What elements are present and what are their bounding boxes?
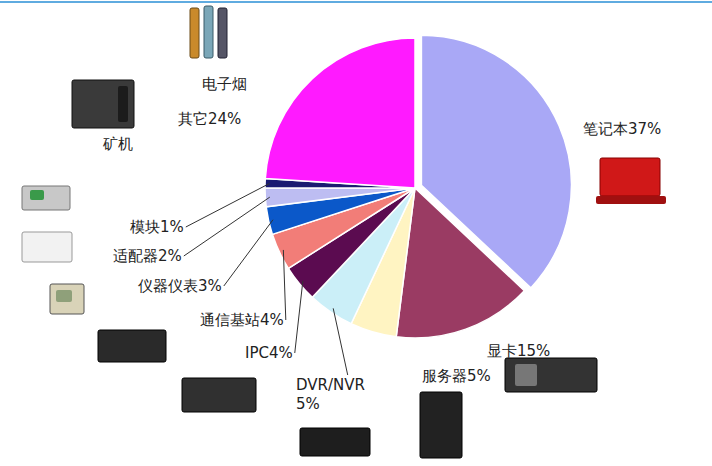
icon-miner [118,86,128,122]
data-label: 仪器仪表3% [138,277,222,295]
label-category: 通信基站 [200,311,260,329]
icon-laptop [600,158,660,196]
label-value: 5% [467,367,491,385]
data-label: 适配器2% [113,247,182,265]
label-value: 15% [517,342,550,360]
label-category: 显卡 [487,342,517,360]
slice [265,38,415,188]
label-category: 仪器仪表 [138,277,198,295]
icon-gpu [505,358,597,392]
label-category: 笔记本 [583,120,628,138]
data-label: 服务器5% [422,367,491,385]
icon-ecig [218,8,227,58]
icons [22,6,666,458]
leader-line [295,281,303,353]
annotation: 电子烟 [202,75,247,93]
labels: 笔记本37%显卡15%服务器5%DVR/NVR5%IPC4%通信基站4%仪器仪表… [102,75,661,413]
data-label: 模块1% [130,218,184,236]
label-value: 5% [296,395,320,413]
data-label: 显卡15% [487,342,550,360]
leader-line [333,308,347,375]
icon-ecig [190,8,199,58]
label-category: 模块 [130,218,160,236]
icon-adapter [22,232,72,262]
label-value: 4% [269,344,293,362]
icon-instrument [56,290,72,302]
data-label: 通信基站4% [200,311,284,329]
label-value: 3% [198,277,222,295]
leader-lines [184,183,348,375]
icon-dvr [300,428,370,456]
label-value: 37% [628,120,661,138]
slice [265,188,415,207]
label-category: 适配器 [113,247,158,265]
icon-module [22,186,70,210]
icon-module [30,190,44,200]
icon-gpu [515,364,537,386]
leader-line [283,250,285,320]
slice [396,188,524,338]
label-value: 4% [260,311,284,329]
label-value: 1% [160,218,184,236]
icon-instrument [50,284,84,314]
icon-ecig [204,6,213,58]
label-category: DVR/NVR [296,376,365,394]
chart: 笔记本37%显卡15%服务器5%DVR/NVR5%IPC4%通信基站4%仪器仪表… [0,0,712,466]
label-category: 服务器 [422,367,467,385]
leader-line [224,220,273,286]
data-label: 笔记本37% [583,120,661,138]
leader-line [186,183,270,227]
label-category: 其它 [178,110,208,128]
icon-base-station [98,330,166,362]
icon-miner [72,80,134,128]
label-category: IPC [245,344,269,362]
slices [265,35,571,338]
label-value: 2% [158,247,182,265]
data-label: 其它24% [178,110,241,128]
label-value: 24% [208,110,241,128]
data-label: DVR/NVR5% [296,376,365,413]
data-label: IPC4% [245,344,293,362]
icon-server [420,392,462,458]
annotation: 矿机 [102,135,133,153]
icon-ipc [182,378,256,412]
icon-laptop [596,196,666,204]
frame-line [0,1,712,3]
